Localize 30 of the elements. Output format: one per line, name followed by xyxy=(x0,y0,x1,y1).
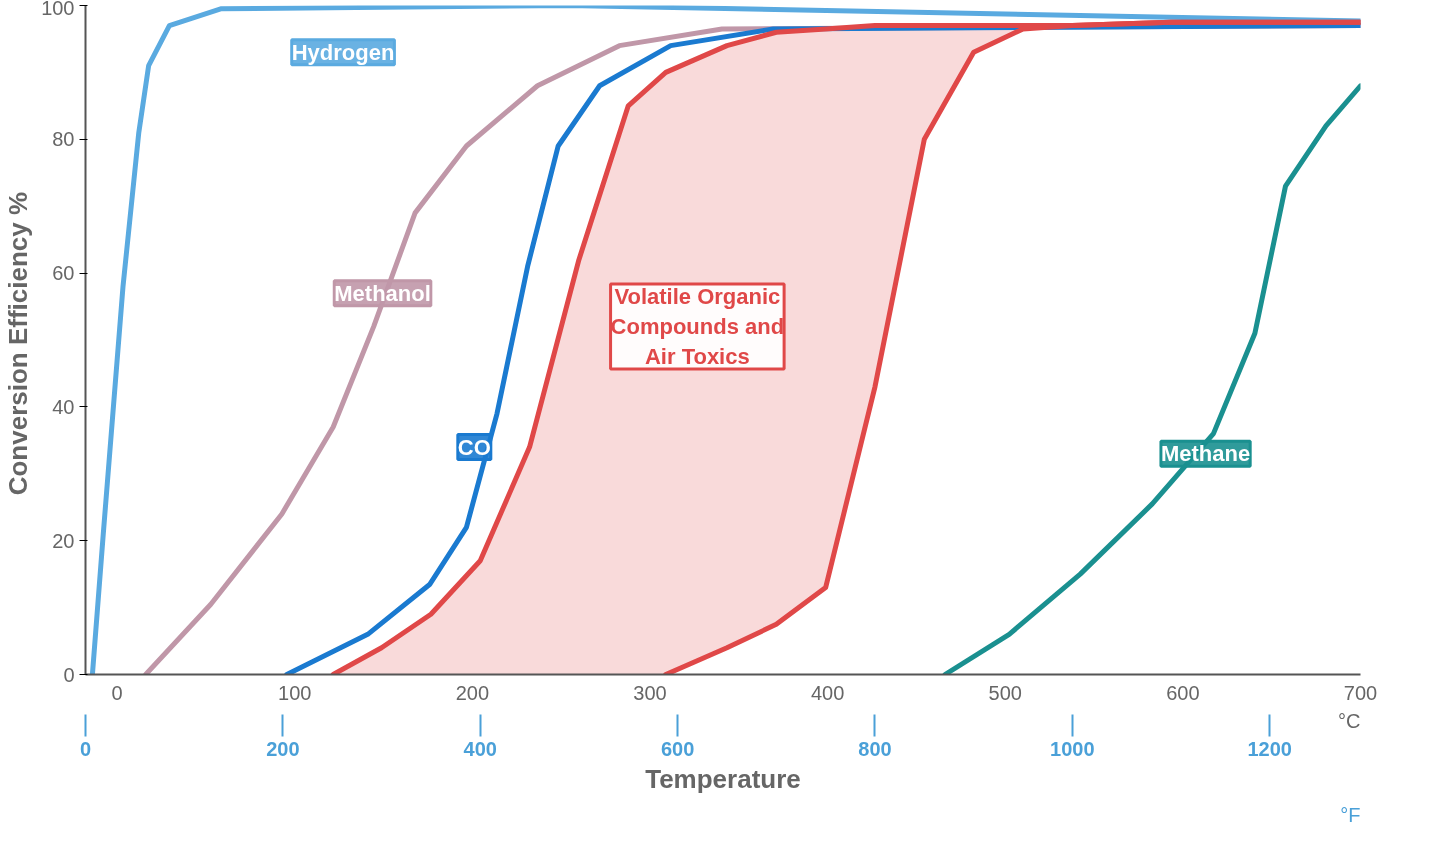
x-tick-label: 1000 xyxy=(1050,737,1095,760)
x-tick-label: 600 xyxy=(660,737,695,760)
x-tick-label: 1200 xyxy=(1247,737,1292,760)
x2-tick-label: 300 xyxy=(633,681,667,704)
series-label: Volatile Organic Compounds and Air Toxics xyxy=(610,284,785,370)
x-tick-label: 200 xyxy=(266,737,300,760)
x2-tick-label: 0 xyxy=(111,681,123,704)
x2-tick-label: 400 xyxy=(810,681,845,704)
y-tick-label: 0 xyxy=(63,663,75,686)
x2-tick-label: 200 xyxy=(455,681,490,704)
y-tick-label: 20 xyxy=(52,529,75,552)
x2-axis-title: °C xyxy=(1338,709,1361,732)
y-tick-label: 40 xyxy=(52,395,75,418)
series-label: CO xyxy=(457,434,491,460)
x-tick-label: 800 xyxy=(858,737,892,760)
x-tick-label: 0 xyxy=(79,737,92,760)
x2-tick-label: 100 xyxy=(278,681,312,704)
series-label: Methane xyxy=(1160,441,1251,467)
series-label: Hydrogen xyxy=(291,39,395,65)
y-tick-label: 80 xyxy=(52,128,75,151)
x2-tick-label: 700 xyxy=(1343,681,1378,704)
y-axis-title: Conversion Efficiency % xyxy=(3,191,34,496)
x-axis-title: Temperature xyxy=(645,763,801,794)
x2-tick-label: 600 xyxy=(1166,681,1200,704)
y-tick-label: 100 xyxy=(41,0,75,19)
x-tick-label: 400 xyxy=(463,737,497,760)
text: °F xyxy=(1340,803,1361,826)
x2-tick-label: 500 xyxy=(988,681,1022,704)
y-tick-label: 60 xyxy=(52,262,75,285)
series-label: Methanol xyxy=(334,280,431,306)
